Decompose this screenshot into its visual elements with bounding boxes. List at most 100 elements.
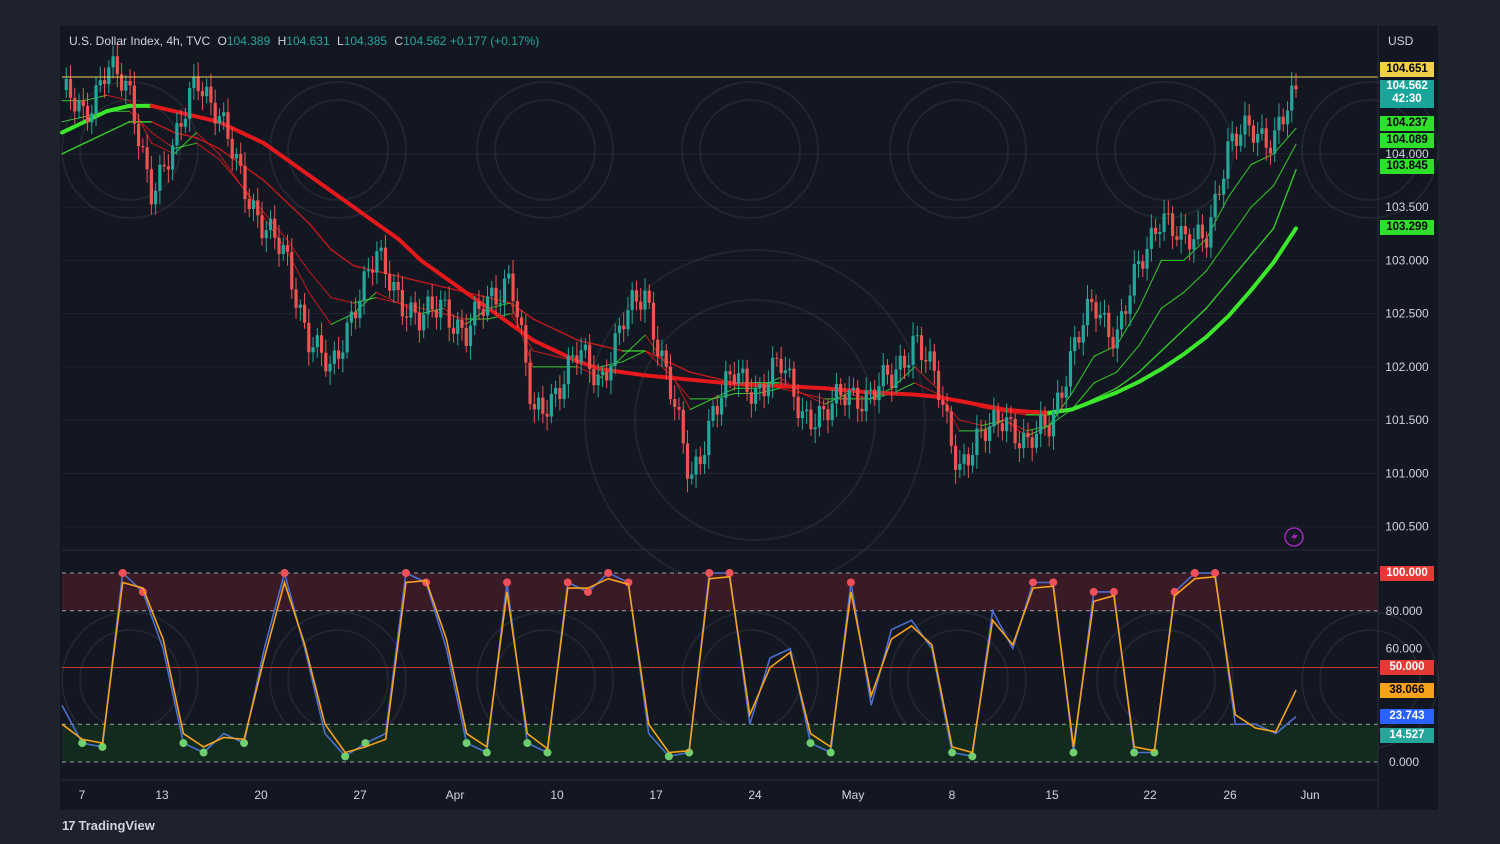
price-axis-tick: 102.500 [1385, 307, 1429, 321]
candle-body [439, 299, 443, 318]
currency-label[interactable]: USD [1388, 34, 1414, 48]
candle-body [924, 359, 928, 362]
moving-average-segment [196, 142, 220, 160]
tradingview-logo-icon: 17 [62, 818, 76, 833]
candle-body [1034, 433, 1039, 448]
candle-body [311, 347, 315, 353]
moving-average-segment [218, 158, 242, 187]
candle-body [668, 366, 673, 400]
lightning-icon[interactable] [1284, 527, 1304, 547]
moving-average-segment [1138, 350, 1163, 373]
stochastic-tag-upper: 100.000 [1380, 566, 1434, 581]
overbought-zone [62, 573, 1378, 611]
watermark [61, 81, 1439, 749]
candle-body [1119, 311, 1124, 330]
moving-average-segment [981, 406, 1006, 413]
moving-average-segment [1003, 410, 1028, 416]
candle-body [1098, 314, 1102, 319]
candle-body [609, 365, 613, 381]
moving-average-segment [263, 179, 288, 203]
candle-body [528, 362, 532, 404]
watermark-seal [889, 81, 1027, 219]
candle-body [656, 339, 660, 357]
moving-average-segment [1071, 382, 1095, 411]
chart-panel[interactable] [60, 26, 1438, 810]
symbol-title[interactable]: U.S. Dollar Index, 4h, TVC [69, 34, 211, 48]
candle-body [107, 67, 111, 84]
candle-body [158, 164, 162, 191]
candle-body [988, 426, 992, 441]
moving-average-segment [1138, 307, 1162, 347]
overbought-dot [604, 569, 613, 577]
candle-body [98, 80, 102, 86]
candle-body [1264, 128, 1268, 148]
candle-body [745, 368, 749, 393]
candle-body [690, 474, 694, 479]
candle-body [613, 333, 617, 366]
moving-average-segment [83, 131, 108, 144]
candle-body [1026, 432, 1030, 438]
price-tag-ma: 104.089 [1380, 133, 1434, 148]
candle-body [1128, 295, 1132, 314]
candle-body [809, 409, 813, 430]
moving-average-segment [441, 274, 468, 295]
candle-body [600, 371, 605, 375]
candle-body [1077, 337, 1081, 343]
oversold-dot [664, 752, 673, 761]
low-value: 104.385 [343, 34, 388, 48]
candle-body [962, 454, 966, 464]
watermark-seal-ring [1114, 99, 1216, 201]
candle-body [162, 164, 166, 167]
stochastic-lines [61, 569, 1297, 761]
candle-body [171, 145, 175, 170]
moving-average-segment [375, 270, 400, 278]
moving-average-segment [1114, 379, 1141, 395]
candle-body [222, 112, 226, 117]
stochastic-tag-k: 23.743 [1380, 709, 1434, 724]
time-axis-tick: 7 [79, 788, 86, 802]
candle-body [1068, 351, 1073, 387]
candle-body [1005, 417, 1009, 432]
moving-average-segment [1071, 355, 1095, 395]
candle-body [358, 300, 362, 319]
oversold-dot [543, 748, 552, 757]
candle-body [119, 74, 124, 91]
candle-body [111, 56, 115, 68]
moving-average-segment [397, 275, 422, 283]
time-axis-tick: May [842, 788, 865, 802]
candle-body [81, 100, 85, 106]
moving-average-segment [957, 398, 984, 408]
candle-body [596, 374, 600, 386]
time-axis-labels: 7 13 20 27 Apr 10 17 24 May 8 15 22 26 Jun [79, 788, 1320, 802]
moving-average-segment [1272, 169, 1297, 230]
candle-body [562, 384, 566, 399]
candle-body [315, 335, 319, 348]
moving-average-segment [61, 142, 86, 155]
moving-average-segment [1069, 398, 1097, 412]
candle-body [434, 309, 439, 318]
moving-average-segment [1159, 352, 1186, 372]
candle-body [132, 85, 136, 124]
candle-body [571, 355, 575, 357]
candle-body [464, 327, 468, 346]
overbought-dot [1049, 578, 1058, 587]
candle-body [166, 166, 170, 170]
candle-body [1153, 227, 1158, 235]
moving-average-segment [217, 119, 244, 135]
candle-body [226, 112, 230, 139]
candle-body [1188, 234, 1192, 250]
candle-body [1209, 217, 1213, 248]
symbol-legend[interactable]: U.S. Dollar Index, 4h, TVC O104.389 H104… [69, 34, 539, 48]
candle-body [839, 384, 843, 396]
candle-body [273, 218, 277, 238]
moving-average-segment [330, 297, 355, 304]
oversold-dot [361, 739, 370, 748]
moving-average-segment [1273, 127, 1297, 155]
candle-body [392, 282, 396, 291]
watermark-seal-ring [907, 629, 1009, 731]
candle-body [1294, 85, 1298, 90]
candle-body [936, 370, 941, 401]
time-axis-tick: 13 [155, 788, 169, 802]
tradingview-brand[interactable]: 17 TradingView [62, 818, 155, 833]
